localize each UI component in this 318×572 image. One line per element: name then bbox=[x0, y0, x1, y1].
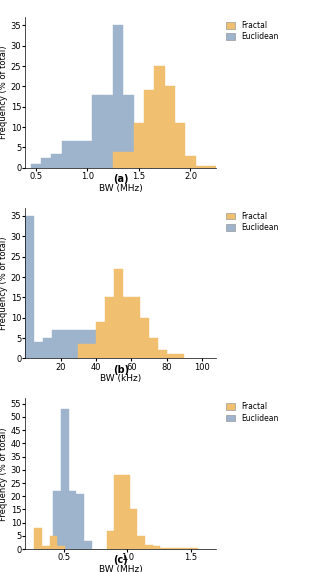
X-axis label: BW (MHz): BW (MHz) bbox=[99, 565, 143, 572]
Bar bbox=[153, 546, 160, 549]
Bar bbox=[191, 548, 198, 549]
Bar bbox=[122, 475, 130, 549]
Bar bbox=[183, 548, 191, 549]
Bar bbox=[131, 297, 140, 359]
Bar bbox=[34, 528, 42, 549]
Legend: Fractal, Euclidean: Fractal, Euclidean bbox=[226, 212, 279, 232]
Bar bbox=[123, 152, 134, 168]
Bar bbox=[42, 546, 50, 549]
Text: (b): (b) bbox=[113, 365, 129, 375]
Bar bbox=[154, 66, 165, 168]
Bar bbox=[53, 491, 61, 549]
Bar bbox=[76, 494, 84, 549]
Bar bbox=[176, 548, 183, 549]
Bar bbox=[57, 546, 65, 549]
Bar bbox=[114, 269, 123, 359]
Bar bbox=[160, 548, 168, 549]
Bar bbox=[175, 123, 185, 168]
Bar bbox=[107, 531, 114, 549]
Bar bbox=[167, 355, 176, 359]
Bar bbox=[50, 536, 57, 549]
Bar bbox=[31, 164, 41, 168]
Bar bbox=[87, 344, 96, 359]
Bar bbox=[113, 25, 123, 168]
Bar bbox=[130, 510, 137, 549]
Bar bbox=[93, 94, 103, 168]
Bar bbox=[123, 94, 134, 168]
Bar bbox=[196, 166, 206, 168]
Bar bbox=[114, 475, 122, 549]
Bar bbox=[82, 141, 93, 168]
Bar bbox=[96, 322, 105, 359]
Bar bbox=[144, 90, 154, 168]
Bar bbox=[105, 342, 114, 359]
Bar bbox=[84, 541, 92, 549]
Bar bbox=[79, 330, 87, 359]
Bar bbox=[134, 148, 144, 168]
Bar bbox=[206, 166, 216, 168]
Bar bbox=[185, 156, 196, 168]
Bar bbox=[145, 545, 153, 549]
Bar bbox=[103, 94, 113, 168]
Bar bbox=[140, 317, 149, 359]
Bar bbox=[134, 123, 144, 168]
Bar bbox=[105, 297, 114, 359]
Text: (c): (c) bbox=[114, 555, 128, 565]
Bar bbox=[25, 216, 34, 359]
Bar bbox=[168, 548, 176, 549]
Bar bbox=[149, 356, 158, 359]
Bar bbox=[52, 330, 61, 359]
Bar bbox=[137, 536, 145, 549]
Bar bbox=[131, 355, 140, 359]
X-axis label: BW (kHz): BW (kHz) bbox=[100, 375, 142, 383]
Bar bbox=[34, 342, 43, 359]
Y-axis label: Frequency (% of total): Frequency (% of total) bbox=[0, 236, 8, 330]
Y-axis label: Frequency (% of total): Frequency (% of total) bbox=[0, 427, 8, 521]
Bar bbox=[43, 338, 52, 359]
Bar bbox=[51, 153, 62, 168]
Bar bbox=[123, 342, 131, 359]
Bar bbox=[114, 342, 123, 359]
Bar bbox=[41, 158, 51, 168]
Bar bbox=[72, 141, 82, 168]
Bar bbox=[79, 344, 87, 359]
Bar bbox=[96, 342, 105, 359]
Bar bbox=[61, 330, 70, 359]
Bar bbox=[62, 141, 72, 168]
X-axis label: BW (MHz): BW (MHz) bbox=[99, 184, 143, 193]
Bar bbox=[61, 409, 69, 549]
Bar bbox=[144, 152, 154, 168]
Bar bbox=[140, 355, 149, 359]
Bar bbox=[70, 330, 79, 359]
Legend: Fractal, Euclidean: Fractal, Euclidean bbox=[226, 402, 279, 423]
Bar bbox=[87, 330, 96, 359]
Bar bbox=[158, 350, 167, 359]
Bar bbox=[69, 491, 76, 549]
Bar bbox=[149, 338, 158, 359]
Bar bbox=[113, 152, 123, 168]
Bar bbox=[158, 356, 167, 359]
Legend: Fractal, Euclidean: Fractal, Euclidean bbox=[226, 21, 279, 41]
Bar bbox=[123, 297, 131, 359]
Y-axis label: Frequency (% of total): Frequency (% of total) bbox=[0, 46, 8, 139]
Text: (a): (a) bbox=[113, 174, 128, 184]
Bar bbox=[165, 86, 175, 168]
Bar bbox=[176, 355, 184, 359]
